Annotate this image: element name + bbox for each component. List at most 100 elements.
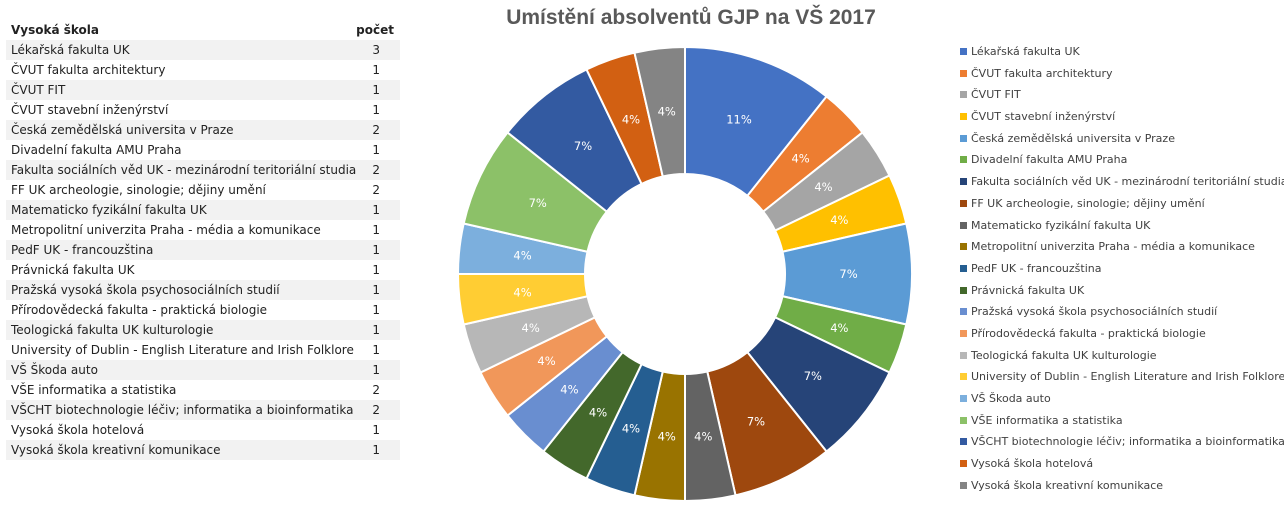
legend-label: Vysoká škola hotelová	[971, 457, 1094, 471]
legend-label: VŠE informatika a statistika	[971, 413, 1123, 427]
legend-item: PedF UK - francouzština	[958, 258, 1280, 280]
legend-label: Fakulta sociálních věd UK - mezinárodní …	[971, 175, 1284, 189]
legend-swatch	[960, 329, 967, 337]
column-header-school: Vysoká škola	[11, 23, 100, 37]
slice-percent-label: 4%	[589, 405, 607, 419]
legend-item: Metropolitní univerzita Praha - média a …	[958, 236, 1280, 258]
column-header-count: počet	[356, 23, 394, 37]
legend-label: Pražská vysoká škola psychosociálních st…	[971, 305, 1218, 319]
table-row: University of Dublin - English Literatur…	[6, 340, 400, 360]
legend-swatch	[960, 221, 967, 229]
table-cell-count: 3	[372, 43, 380, 57]
legend-swatch	[960, 199, 967, 207]
table-cell-school: Teologická fakulta UK kulturologie	[11, 323, 214, 337]
legend-label: Matematicko fyzikální fakulta UK	[971, 218, 1151, 232]
slice-percent-label: 4%	[830, 321, 848, 335]
legend-item: Teologická fakulta UK kulturologie	[958, 345, 1280, 367]
legend-swatch	[960, 395, 967, 402]
table-cell-count: 1	[372, 223, 380, 237]
table-row: ČVUT fakulta architektury 1	[6, 60, 400, 80]
table-cell-count: 1	[372, 103, 380, 117]
table-row: VŠ Škoda auto 1	[6, 360, 400, 380]
donut-chart: 11% 4% 4% 4% 7% 4% 7% 7% 4% 4% 4% 4% 4% 4% 4% 4% 4% 7% 7% 4…	[456, 45, 913, 503]
legend-swatch	[960, 286, 967, 294]
table-cell-school: ČVUT stavební inženýrství	[11, 103, 169, 117]
legend-label: PedF UK - francouzština	[971, 261, 1102, 275]
table-row: Přírodovědecká fakulta - praktická biolo…	[6, 300, 400, 320]
table-cell-count: 1	[372, 423, 380, 437]
table-row: Právnická fakulta UK 1	[6, 260, 400, 280]
table-cell-school: Přírodovědecká fakulta - praktická biolo…	[11, 303, 268, 317]
table-cell-school: Matematicko fyzikální fakulta UK	[11, 203, 207, 217]
table-cell-count: 1	[372, 63, 380, 77]
slice-percent-label: 4%	[513, 285, 531, 299]
chart-legend: Lékařská fakulta UK ČVUT fakulta architek…	[958, 41, 1284, 497]
slice-percent-label: 11%	[726, 113, 752, 127]
table-cell-count: 2	[372, 163, 380, 177]
table-cell-school: Metropolitní univerzita Praha - média a …	[11, 223, 321, 237]
legend-swatch	[960, 460, 967, 468]
legend-item: VŠ Škoda auto	[958, 388, 1280, 410]
table-row: Fakulta sociálních věd UK - mezinárodní …	[6, 160, 400, 180]
legend-item: ČVUT fakulta architektury	[958, 63, 1280, 85]
slice-percent-label: 4%	[791, 151, 809, 165]
table-cell-count: 2	[372, 183, 380, 197]
slice-percent-label: 7%	[529, 196, 547, 210]
table-header-row: Vysoká škola počet	[6, 20, 400, 40]
legend-swatch	[960, 308, 967, 316]
legend-item: Matematicko fyzikální fakulta UK	[958, 215, 1280, 237]
legend-label: ČVUT FIT	[971, 88, 1021, 102]
table-row: Vysoká škola kreativní komunikace 1	[6, 440, 400, 460]
legend-swatch	[960, 373, 967, 381]
legend-label: Česká zemědělská universita v Praze	[971, 131, 1175, 145]
table-row: Metropolitní univerzita Praha - média a …	[6, 220, 400, 240]
legend-item: FF UK archeologie, sinologie; dějiny umě…	[958, 193, 1280, 215]
legend-item: Lékařská fakulta UK	[958, 41, 1280, 63]
table-cell-school: PedF UK - francouzština	[11, 243, 154, 257]
legend-swatch	[960, 156, 967, 164]
legend-label: Vysoká škola kreativní komunikace	[971, 478, 1164, 492]
table-cell-count: 1	[372, 143, 380, 157]
table-cell-school: Divadelní fakulta AMU Praha	[11, 143, 182, 157]
legend-label: Teologická fakulta UK kulturologie	[971, 348, 1157, 362]
table-cell-school: ČVUT fakulta architektury	[11, 63, 166, 77]
table-row: Česká zemědělská universita v Praze 2	[6, 120, 400, 140]
slice-percent-label: 4%	[658, 429, 676, 443]
table-cell-school: ČVUT FIT	[11, 83, 66, 97]
table-row: Divadelní fakulta AMU Praha 1	[6, 140, 400, 160]
legend-item: Vysoká škola kreativní komunikace	[958, 475, 1280, 497]
slice-percent-label: 4%	[537, 354, 555, 368]
slice-percent-label: 4%	[658, 105, 676, 119]
legend-label: Lékařská fakulta UK	[971, 45, 1080, 58]
table-cell-school: VŠ Škoda auto	[11, 363, 98, 377]
table-row: FF UK archeologie, sinologie; dějiny umě…	[6, 180, 400, 200]
table-cell-count: 2	[372, 123, 380, 137]
table-cell-count: 1	[372, 283, 380, 297]
table-cell-count: 1	[372, 443, 380, 457]
legend-swatch	[960, 91, 967, 99]
table-cell-school: University of Dublin - English Literatur…	[11, 343, 354, 357]
table-row: Lékařská fakulta UK 3	[6, 40, 400, 60]
table-cell-school: VŠE informatika a statistika	[11, 383, 177, 397]
legend-item: Vysoká škola hotelová	[958, 453, 1280, 475]
table-cell-count: 1	[372, 83, 380, 97]
table-cell-count: 2	[372, 403, 380, 417]
table-row: ČVUT stavební inženýrství 1	[6, 100, 400, 120]
table-cell-school: Pražská vysoká škola psychosociálních st…	[11, 283, 280, 297]
slice-percent-label: 7%	[747, 414, 765, 428]
legend-label: FF UK archeologie, sinologie; dějiny umě…	[971, 196, 1205, 210]
table-cell-school: Právnická fakulta UK	[11, 263, 135, 277]
table-cell-count: 1	[372, 263, 380, 277]
table-cell-school: Vysoká škola kreativní komunikace	[11, 443, 221, 457]
table-cell-count: 1	[372, 303, 380, 317]
data-table: Vysoká škola počet Lékařská fakulta UK 3 Č…	[6, 20, 400, 460]
legend-swatch	[960, 134, 967, 142]
table-cell-school: FF UK archeologie, sinologie; dějiny umě…	[11, 183, 266, 197]
table-row: VŠCHT biotechnologie léčiv; informatika …	[6, 400, 400, 420]
table-cell-school: Fakulta sociálních věd UK - mezinárodní …	[11, 163, 357, 177]
legend-item: ČVUT FIT	[958, 84, 1280, 106]
legend-label: ČVUT stavební inženýrství	[971, 110, 1116, 124]
table-row: Matematicko fyzikální fakulta UK 1	[6, 200, 400, 220]
legend-label: VŠ Škoda auto	[971, 392, 1051, 405]
legend-swatch	[960, 481, 967, 489]
